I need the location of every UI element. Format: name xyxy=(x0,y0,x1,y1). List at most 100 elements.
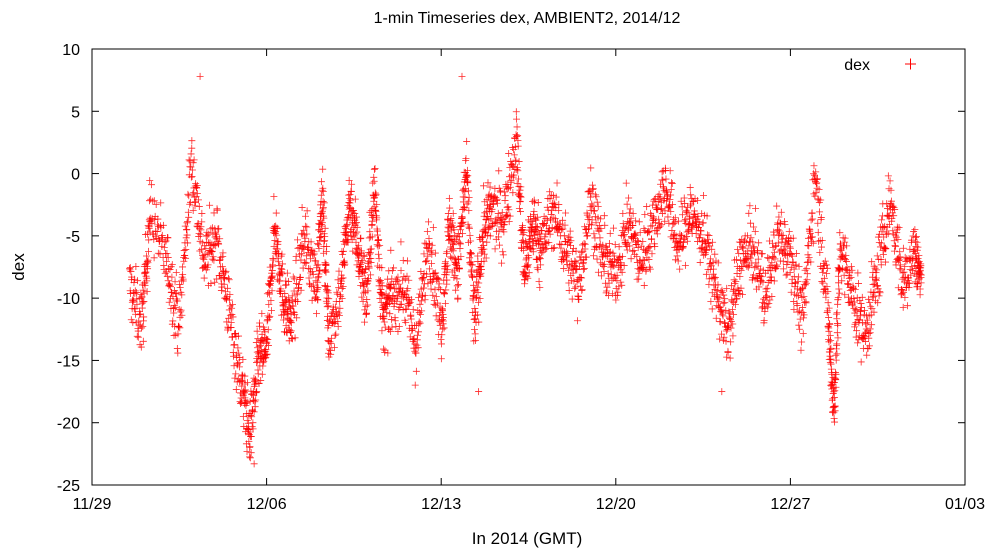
data-point xyxy=(623,200,631,208)
data-point xyxy=(696,258,704,266)
data-point xyxy=(517,193,525,201)
data-point xyxy=(587,190,595,198)
data-point xyxy=(277,285,285,293)
data-point xyxy=(760,317,768,325)
data-point xyxy=(589,185,597,193)
data-point xyxy=(857,304,865,312)
data-point xyxy=(422,258,430,266)
data-point xyxy=(363,309,371,317)
data-point xyxy=(841,234,849,242)
data-point xyxy=(623,246,631,254)
data-point xyxy=(873,252,881,260)
data-point xyxy=(871,264,879,272)
data-point xyxy=(894,284,902,292)
data-point xyxy=(191,202,199,210)
data-point xyxy=(447,215,455,223)
data-point xyxy=(730,311,738,319)
data-point xyxy=(330,320,338,328)
data-point xyxy=(826,345,834,353)
data-point xyxy=(246,453,254,461)
data-point xyxy=(644,244,652,252)
data-point xyxy=(514,142,522,150)
data-point xyxy=(376,295,384,303)
data-point xyxy=(493,199,501,207)
data-point xyxy=(673,252,681,260)
data-point xyxy=(784,251,792,259)
data-point xyxy=(188,137,196,145)
data-point xyxy=(767,267,775,275)
data-point xyxy=(703,212,711,220)
data-point xyxy=(834,321,842,329)
data-point xyxy=(475,298,483,306)
data-point xyxy=(656,193,664,201)
data-point xyxy=(307,238,315,246)
data-point xyxy=(303,230,311,238)
data-point xyxy=(450,241,458,249)
data-point xyxy=(230,352,238,360)
data-point xyxy=(321,232,329,240)
data-point xyxy=(176,324,184,332)
data-point xyxy=(145,224,153,232)
data-point xyxy=(325,345,333,353)
data-point xyxy=(417,268,425,276)
data-point xyxy=(723,284,731,292)
data-point xyxy=(143,288,151,296)
data-point xyxy=(210,209,218,217)
data-point xyxy=(383,309,391,317)
data-point xyxy=(813,184,821,192)
data-point xyxy=(805,253,813,261)
data-point xyxy=(247,411,255,419)
data-point xyxy=(266,312,274,320)
data-point xyxy=(443,276,451,284)
data-point xyxy=(429,291,437,299)
data-point xyxy=(533,224,541,232)
data-point xyxy=(130,297,138,305)
data-point xyxy=(495,227,503,235)
data-point xyxy=(139,298,147,306)
data-point xyxy=(899,244,907,252)
data-point xyxy=(469,273,477,281)
data-point xyxy=(415,318,423,326)
data-point xyxy=(372,208,380,216)
data-point xyxy=(537,261,545,269)
data-point xyxy=(677,197,685,205)
data-point xyxy=(914,243,922,251)
data-point xyxy=(738,290,746,298)
data-point xyxy=(302,259,310,267)
data-point xyxy=(351,220,359,228)
data-point xyxy=(156,250,164,258)
data-point xyxy=(513,132,521,140)
data-point xyxy=(843,242,851,250)
data-point xyxy=(175,322,183,330)
data-point xyxy=(659,176,667,184)
data-point xyxy=(459,218,467,226)
data-point xyxy=(514,167,522,175)
data-point xyxy=(286,318,294,326)
data-point xyxy=(834,334,842,342)
data-point xyxy=(361,268,369,276)
data-point xyxy=(803,276,811,284)
data-point xyxy=(267,273,275,281)
data-point xyxy=(129,318,137,326)
data-point xyxy=(709,258,717,266)
data-point xyxy=(633,252,641,260)
data-point xyxy=(825,356,833,364)
data-point xyxy=(195,202,203,210)
data-point xyxy=(513,115,521,123)
data-point xyxy=(558,226,566,234)
data-point xyxy=(827,344,835,352)
data-point xyxy=(662,175,670,183)
data-point xyxy=(397,238,405,246)
data-point xyxy=(338,284,346,292)
data-point xyxy=(731,301,739,309)
data-point xyxy=(758,273,766,281)
data-point xyxy=(692,229,700,237)
data-point xyxy=(838,251,846,259)
data-point xyxy=(575,296,583,304)
data-point xyxy=(335,312,343,320)
data-point xyxy=(331,331,339,339)
data-point xyxy=(442,250,450,258)
data-point xyxy=(206,246,214,254)
data-point xyxy=(442,271,450,279)
